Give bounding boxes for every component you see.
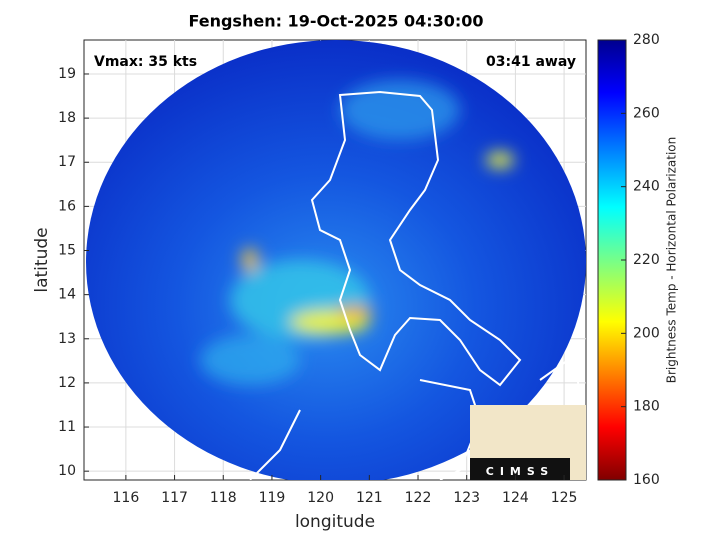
colorbar-tick-label: 200 (633, 325, 660, 341)
colorbar-tick-label: 160 (633, 472, 660, 488)
logo-text: CIMSS (486, 465, 554, 478)
x-tick-label: 118 (210, 490, 237, 506)
x-tick-label: 116 (113, 490, 140, 506)
y-tick-label: 14 (58, 287, 76, 303)
y-tick-label: 16 (58, 198, 76, 214)
y-tick-label: 13 (58, 331, 76, 347)
x-tick-label: 124 (502, 490, 529, 506)
y-tick-label: 12 (58, 375, 76, 391)
x-axis-label: longitude (295, 512, 375, 532)
x-tick-label: 117 (161, 490, 188, 506)
y-tick-label: 11 (58, 419, 76, 435)
x-tick-label: 125 (551, 490, 578, 506)
x-tick-label: 122 (405, 490, 432, 506)
y-tick-label: 10 (58, 463, 76, 479)
colorbar-tick-label: 280 (633, 32, 660, 48)
y-axis-label: latitude (32, 227, 52, 292)
colorbar-tick-label: 260 (633, 105, 660, 121)
x-tick-label: 123 (453, 490, 480, 506)
y-tick-label: 17 (58, 154, 76, 170)
chart-title: Fengshen: 19-Oct-2025 04:30:00 (188, 12, 483, 31)
swath-image (86, 40, 586, 480)
x-tick-label: 119 (259, 490, 286, 506)
x-tick-label: 121 (356, 490, 383, 506)
colorbar-tick-label: 240 (633, 179, 660, 195)
colorbar-label: Brightness Temp - Horizontal Polarizatio… (665, 137, 679, 384)
y-tick-label: 19 (58, 66, 76, 82)
away-annotation: 03:41 away (486, 54, 576, 70)
y-tick-label: 18 (58, 110, 76, 126)
y-tick-label: 15 (58, 243, 76, 259)
vmax-annotation: Vmax: 35 kts (94, 54, 197, 70)
colorbar-tick-label: 220 (633, 252, 660, 268)
x-tick-label: 120 (307, 490, 334, 506)
colorbar-tick-label: 180 (633, 399, 660, 415)
